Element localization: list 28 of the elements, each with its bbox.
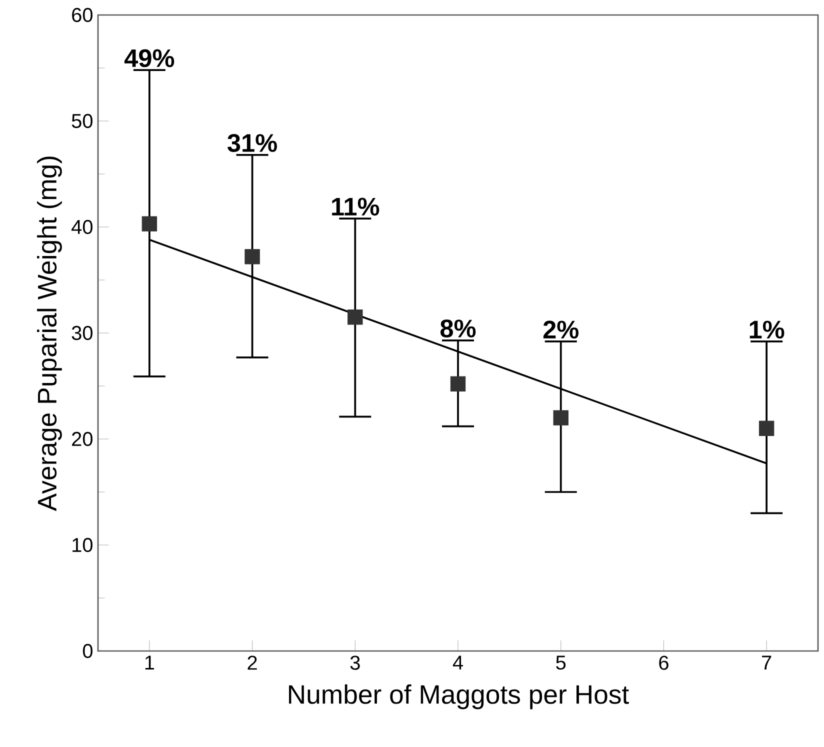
point [758, 420, 774, 436]
annotation: 8% [440, 320, 476, 338]
point [348, 309, 363, 325]
annotation: 31% [228, 134, 277, 152]
x-tick-label: 1 [145, 656, 154, 670]
y-tick-label: 20 [72, 432, 92, 446]
x-tick-label: 5 [556, 656, 566, 670]
y-tick-label: 60 [72, 8, 92, 22]
y-axis-title: Average Puparial Weight (mg) [37, 156, 62, 512]
x-tick-label: 4 [452, 656, 463, 670]
y-tick-label: 10 [72, 538, 92, 552]
point [244, 249, 260, 264]
y-tick-label: 40 [72, 220, 92, 234]
x-tick-label: 6 [659, 656, 668, 670]
annotation: 2% [543, 320, 578, 339]
x-axis-title: Number of Maggots per Host [289, 684, 629, 710]
annotation: 1% [750, 320, 784, 339]
x-tick-label: 3 [350, 656, 360, 670]
y-tick-label: 30 [72, 326, 92, 340]
point [142, 216, 158, 232]
x-tick-label: 7 [762, 656, 772, 670]
x-tick-label: 2 [248, 656, 257, 670]
point [450, 376, 466, 392]
y-tick-label: 0 [82, 644, 92, 658]
point [553, 410, 568, 426]
y-tick-label: 50 [72, 114, 92, 128]
annotation: 11% [332, 198, 380, 216]
annotation: 49% [124, 49, 174, 68]
